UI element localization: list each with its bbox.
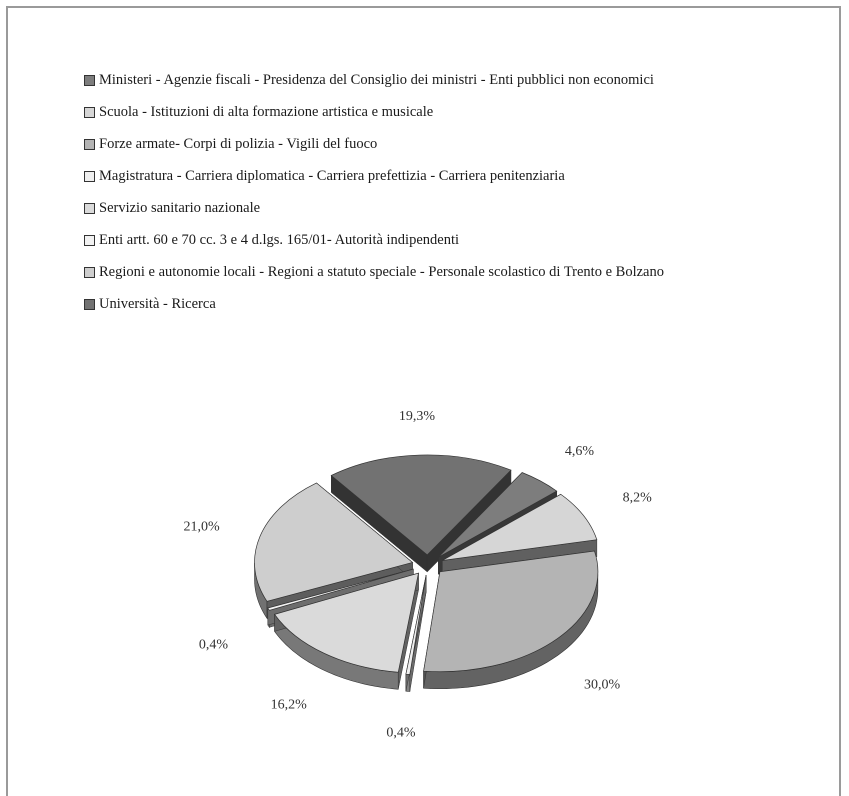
legend-item: Enti artt. 60 e 70 cc. 3 e 4 d.lgs. 165/… bbox=[84, 224, 664, 256]
chart-legend: Ministeri - Agenzie fiscali - Presidenza… bbox=[84, 64, 664, 320]
pie-slice bbox=[405, 574, 427, 675]
legend-label: Ministeri - Agenzie fiscali - Presidenza… bbox=[99, 71, 654, 88]
legend-swatch bbox=[84, 74, 95, 86]
pie-slice bbox=[423, 550, 599, 673]
legend-label: Servizio sanitario nazionale bbox=[99, 199, 261, 216]
legend-swatch bbox=[84, 298, 95, 310]
chart-frame bbox=[6, 6, 841, 796]
legend-label: Università - Ricerca bbox=[99, 295, 216, 312]
slice-value-label: 16,2% bbox=[271, 697, 308, 712]
legend-swatch bbox=[84, 202, 95, 214]
slice-value-label: 19,3% bbox=[399, 409, 436, 424]
pie-slice bbox=[438, 472, 558, 558]
pie-slice bbox=[267, 568, 414, 611]
slice-value-label: 0,4% bbox=[199, 638, 229, 653]
legend-swatch bbox=[84, 266, 95, 278]
legend-label: Forze armate- Corpi di polizia - Vigili … bbox=[99, 135, 378, 152]
legend-label: Magistratura - Carriera diplomatica - Ca… bbox=[99, 167, 565, 184]
pie-slice bbox=[330, 454, 512, 556]
slice-value-label: 30,0% bbox=[584, 677, 621, 692]
legend-item: Regioni e autonomie locali - Regioni a s… bbox=[84, 256, 664, 288]
legend-swatch bbox=[84, 234, 95, 246]
legend-item: Servizio sanitario nazionale bbox=[84, 192, 664, 224]
legend-swatch bbox=[84, 138, 95, 150]
legend-item: Ministeri - Agenzie fiscali - Presidenza… bbox=[84, 64, 664, 96]
slice-value-label: 0,4% bbox=[386, 725, 416, 740]
legend-label: Regioni e autonomie locali - Regioni a s… bbox=[99, 263, 664, 280]
legend-item: Magistratura - Carriera diplomatica - Ca… bbox=[84, 160, 664, 192]
slice-value-label: 8,2% bbox=[623, 491, 653, 506]
legend-item: Scuola - Istituzioni di alta formazione … bbox=[84, 96, 664, 128]
legend-item: Università - Ricerca bbox=[84, 288, 664, 320]
pie-slice bbox=[273, 572, 419, 673]
legend-label: Enti artt. 60 e 70 cc. 3 e 4 d.lgs. 165/… bbox=[99, 231, 460, 248]
legend-label: Scuola - Istituzioni di alta formazione … bbox=[99, 103, 434, 120]
legend-swatch bbox=[84, 106, 95, 118]
slice-value-label: 21,0% bbox=[184, 519, 221, 534]
pie-slice bbox=[442, 493, 598, 561]
legend-item: Forze armate- Corpi di polizia - Vigili … bbox=[84, 128, 664, 160]
legend-swatch bbox=[84, 170, 95, 182]
pie-slice bbox=[254, 482, 414, 602]
slice-value-label: 4,6% bbox=[565, 444, 595, 459]
